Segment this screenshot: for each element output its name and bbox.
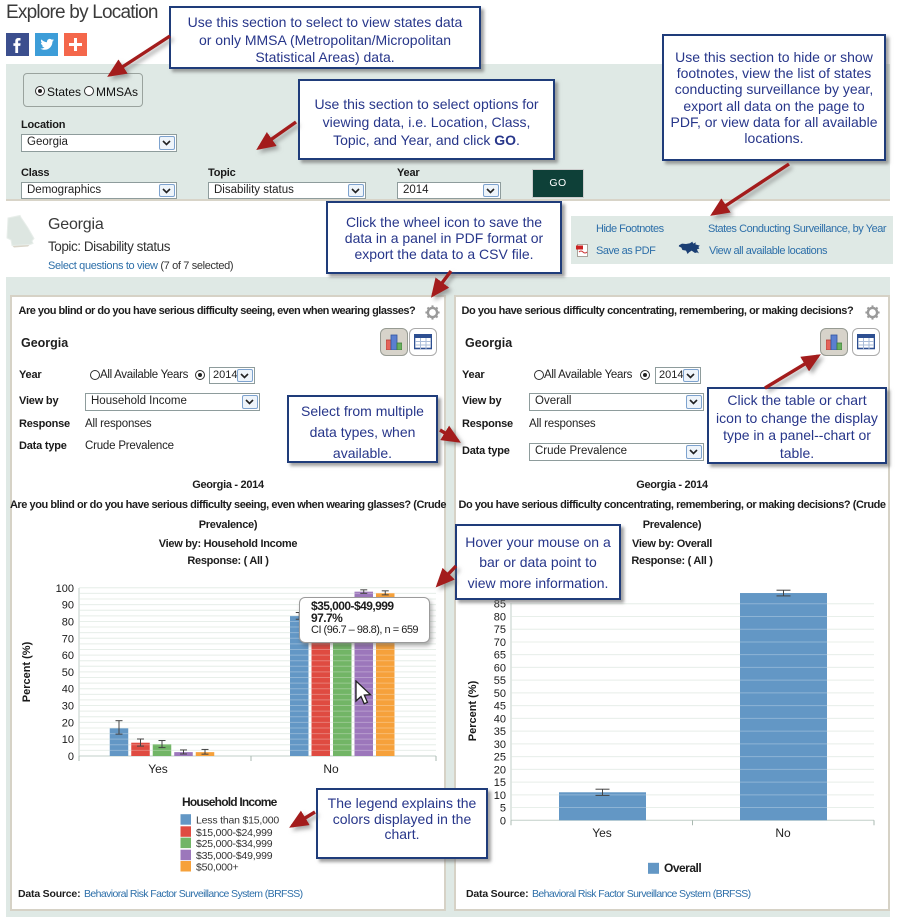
svg-text:No: No xyxy=(323,762,339,776)
svg-text:60: 60 xyxy=(62,650,74,662)
svg-text:75: 75 xyxy=(494,624,506,636)
svg-text:15: 15 xyxy=(494,777,506,789)
svg-text:10: 10 xyxy=(62,734,74,746)
svg-text:50: 50 xyxy=(62,667,74,679)
svg-text:Percent (%): Percent (%) xyxy=(21,641,33,702)
svg-text:Percent (%): Percent (%) xyxy=(467,680,479,741)
svg-text:0: 0 xyxy=(500,815,506,827)
svg-text:70: 70 xyxy=(494,637,506,649)
svg-text:Overall: Overall xyxy=(664,861,701,875)
svg-text:$15,000-$24,999: $15,000-$24,999 xyxy=(196,827,273,839)
svg-text:Data Source:: Data Source: xyxy=(466,888,528,900)
svg-text:85: 85 xyxy=(494,599,506,611)
svg-text:Behavioral Risk Factor Surveil: Behavioral Risk Factor Surveillance Syst… xyxy=(532,888,751,900)
svg-text:90: 90 xyxy=(62,600,74,612)
svg-text:60: 60 xyxy=(494,662,506,674)
svg-text:Household Income: Household Income xyxy=(182,795,278,809)
svg-text:40: 40 xyxy=(494,713,506,725)
svg-text:25: 25 xyxy=(494,752,506,764)
svg-text:65: 65 xyxy=(494,650,506,662)
svg-text:$25,000-$34,999: $25,000-$34,999 xyxy=(196,838,273,850)
svg-text:$50,000+: $50,000+ xyxy=(196,862,239,874)
svg-text:100: 100 xyxy=(56,583,74,595)
svg-text:40: 40 xyxy=(62,684,74,696)
svg-text:Yes: Yes xyxy=(148,762,168,776)
svg-text:No: No xyxy=(775,826,791,840)
svg-text:80: 80 xyxy=(62,616,74,628)
svg-text:80: 80 xyxy=(494,612,506,624)
svg-text:45: 45 xyxy=(494,701,506,713)
svg-text:70: 70 xyxy=(62,633,74,645)
svg-text:5: 5 xyxy=(500,803,506,815)
svg-text:30: 30 xyxy=(62,701,74,713)
svg-text:20: 20 xyxy=(494,764,506,776)
svg-text:$35,000-$49,999: $35,000-$49,999 xyxy=(196,850,273,862)
svg-text:20: 20 xyxy=(62,717,74,729)
svg-text:30: 30 xyxy=(494,739,506,751)
svg-text:10: 10 xyxy=(494,790,506,802)
svg-text:Yes: Yes xyxy=(592,826,612,840)
svg-text:Data Source:: Data Source: xyxy=(18,888,80,900)
svg-text:Less than $15,000: Less than $15,000 xyxy=(196,815,279,827)
svg-text:55: 55 xyxy=(494,675,506,687)
svg-text:35: 35 xyxy=(494,726,506,738)
svg-text:0: 0 xyxy=(68,751,74,763)
svg-text:Behavioral Risk Factor Surveil: Behavioral Risk Factor Surveillance Syst… xyxy=(84,888,303,900)
svg-text:50: 50 xyxy=(494,688,506,700)
